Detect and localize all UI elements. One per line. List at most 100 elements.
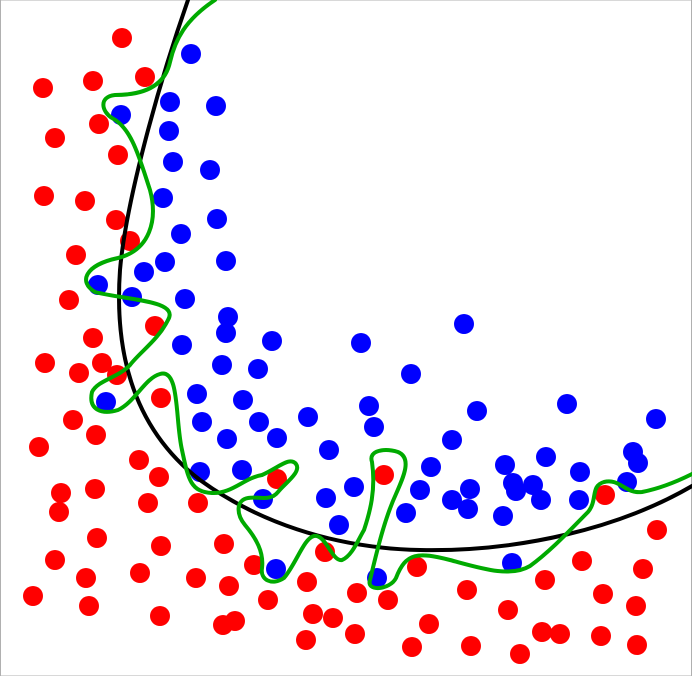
red-data-point	[267, 469, 287, 489]
blue-data-point	[267, 428, 287, 448]
red-data-point	[303, 604, 323, 624]
blue-data-point	[359, 396, 379, 416]
red-data-point	[85, 479, 105, 499]
red-data-point	[75, 191, 95, 211]
blue-data-point	[217, 429, 237, 449]
blue-data-point	[181, 44, 201, 64]
blue-data-point	[207, 209, 227, 229]
red-data-point	[150, 606, 170, 626]
smooth-decision-boundary	[117, 0, 692, 553]
red-data-point	[34, 186, 54, 206]
red-data-point	[135, 67, 155, 87]
red-data-point	[457, 580, 477, 600]
blue-data-point	[298, 407, 318, 427]
red-data-point	[112, 28, 132, 48]
blue-data-point	[495, 455, 515, 475]
red-data-point	[510, 644, 530, 664]
blue-data-point	[460, 479, 480, 499]
red-data-point	[79, 596, 99, 616]
red-data-point	[633, 559, 653, 579]
red-data-point	[51, 483, 71, 503]
blue-data-point	[467, 401, 487, 421]
blue-data-point	[364, 417, 384, 437]
red-data-point	[347, 583, 367, 603]
red-data-point	[627, 635, 647, 655]
red-data-point	[647, 520, 667, 540]
blue-data-point	[536, 447, 556, 467]
blue-data-point	[160, 92, 180, 112]
blue-data-point	[163, 152, 183, 172]
blue-data-point	[172, 335, 192, 355]
blue-data-point	[206, 96, 226, 116]
red-data-point	[225, 611, 245, 631]
blue-data-point	[192, 412, 212, 432]
blue-data-point	[249, 412, 269, 432]
red-data-point	[66, 245, 86, 265]
red-data-point	[550, 624, 570, 644]
data-points	[23, 28, 667, 664]
red-data-point	[378, 590, 398, 610]
red-data-point	[129, 450, 149, 470]
red-data-point	[374, 465, 394, 485]
blue-data-point	[319, 440, 339, 460]
blue-data-point	[96, 392, 116, 412]
red-data-point	[419, 614, 439, 634]
blue-data-point	[570, 462, 590, 482]
red-data-point	[323, 608, 343, 628]
red-data-point	[151, 388, 171, 408]
blue-data-point	[216, 323, 236, 343]
red-data-point	[87, 528, 107, 548]
red-data-point	[33, 78, 53, 98]
blue-data-point	[187, 384, 207, 404]
red-data-point	[86, 425, 106, 445]
blue-data-point	[531, 490, 551, 510]
blue-data-point	[175, 289, 195, 309]
blue-data-point	[646, 409, 666, 429]
red-data-point	[258, 590, 278, 610]
red-data-point	[572, 551, 592, 571]
blue-data-point	[200, 160, 220, 180]
red-data-point	[83, 71, 103, 91]
blue-data-point	[410, 480, 430, 500]
red-data-point	[345, 624, 365, 644]
red-data-point	[186, 568, 206, 588]
red-data-point	[595, 485, 615, 505]
blue-data-point	[171, 224, 191, 244]
red-data-point	[244, 555, 264, 575]
blue-data-point	[493, 506, 513, 526]
blue-data-point	[569, 490, 589, 510]
blue-data-point	[216, 251, 236, 271]
red-data-point	[149, 467, 169, 487]
blue-data-point	[248, 359, 268, 379]
red-data-point	[83, 328, 103, 348]
blue-data-point	[316, 488, 336, 508]
blue-data-point	[506, 481, 526, 501]
red-data-point	[498, 600, 518, 620]
overfit-decision-boundary	[84, 0, 692, 590]
blue-data-point	[454, 314, 474, 334]
blue-data-point	[442, 490, 462, 510]
red-data-point	[89, 114, 109, 134]
blue-data-point	[396, 503, 416, 523]
red-data-point	[214, 534, 234, 554]
red-data-point	[532, 622, 552, 642]
blue-data-point	[442, 430, 462, 450]
red-data-point	[407, 557, 427, 577]
red-data-point	[593, 584, 613, 604]
red-data-point	[63, 410, 83, 430]
red-data-point	[130, 563, 150, 583]
red-data-point	[461, 636, 481, 656]
blue-data-point	[233, 390, 253, 410]
blue-data-point	[218, 307, 238, 327]
red-data-point	[92, 353, 112, 373]
red-data-point	[35, 353, 55, 373]
red-data-point	[188, 493, 208, 513]
red-data-point	[535, 570, 555, 590]
red-data-point	[29, 437, 49, 457]
red-data-point	[219, 576, 239, 596]
red-data-point	[402, 637, 422, 657]
red-data-point	[108, 145, 128, 165]
blue-data-point	[262, 331, 282, 351]
blue-data-point	[421, 457, 441, 477]
